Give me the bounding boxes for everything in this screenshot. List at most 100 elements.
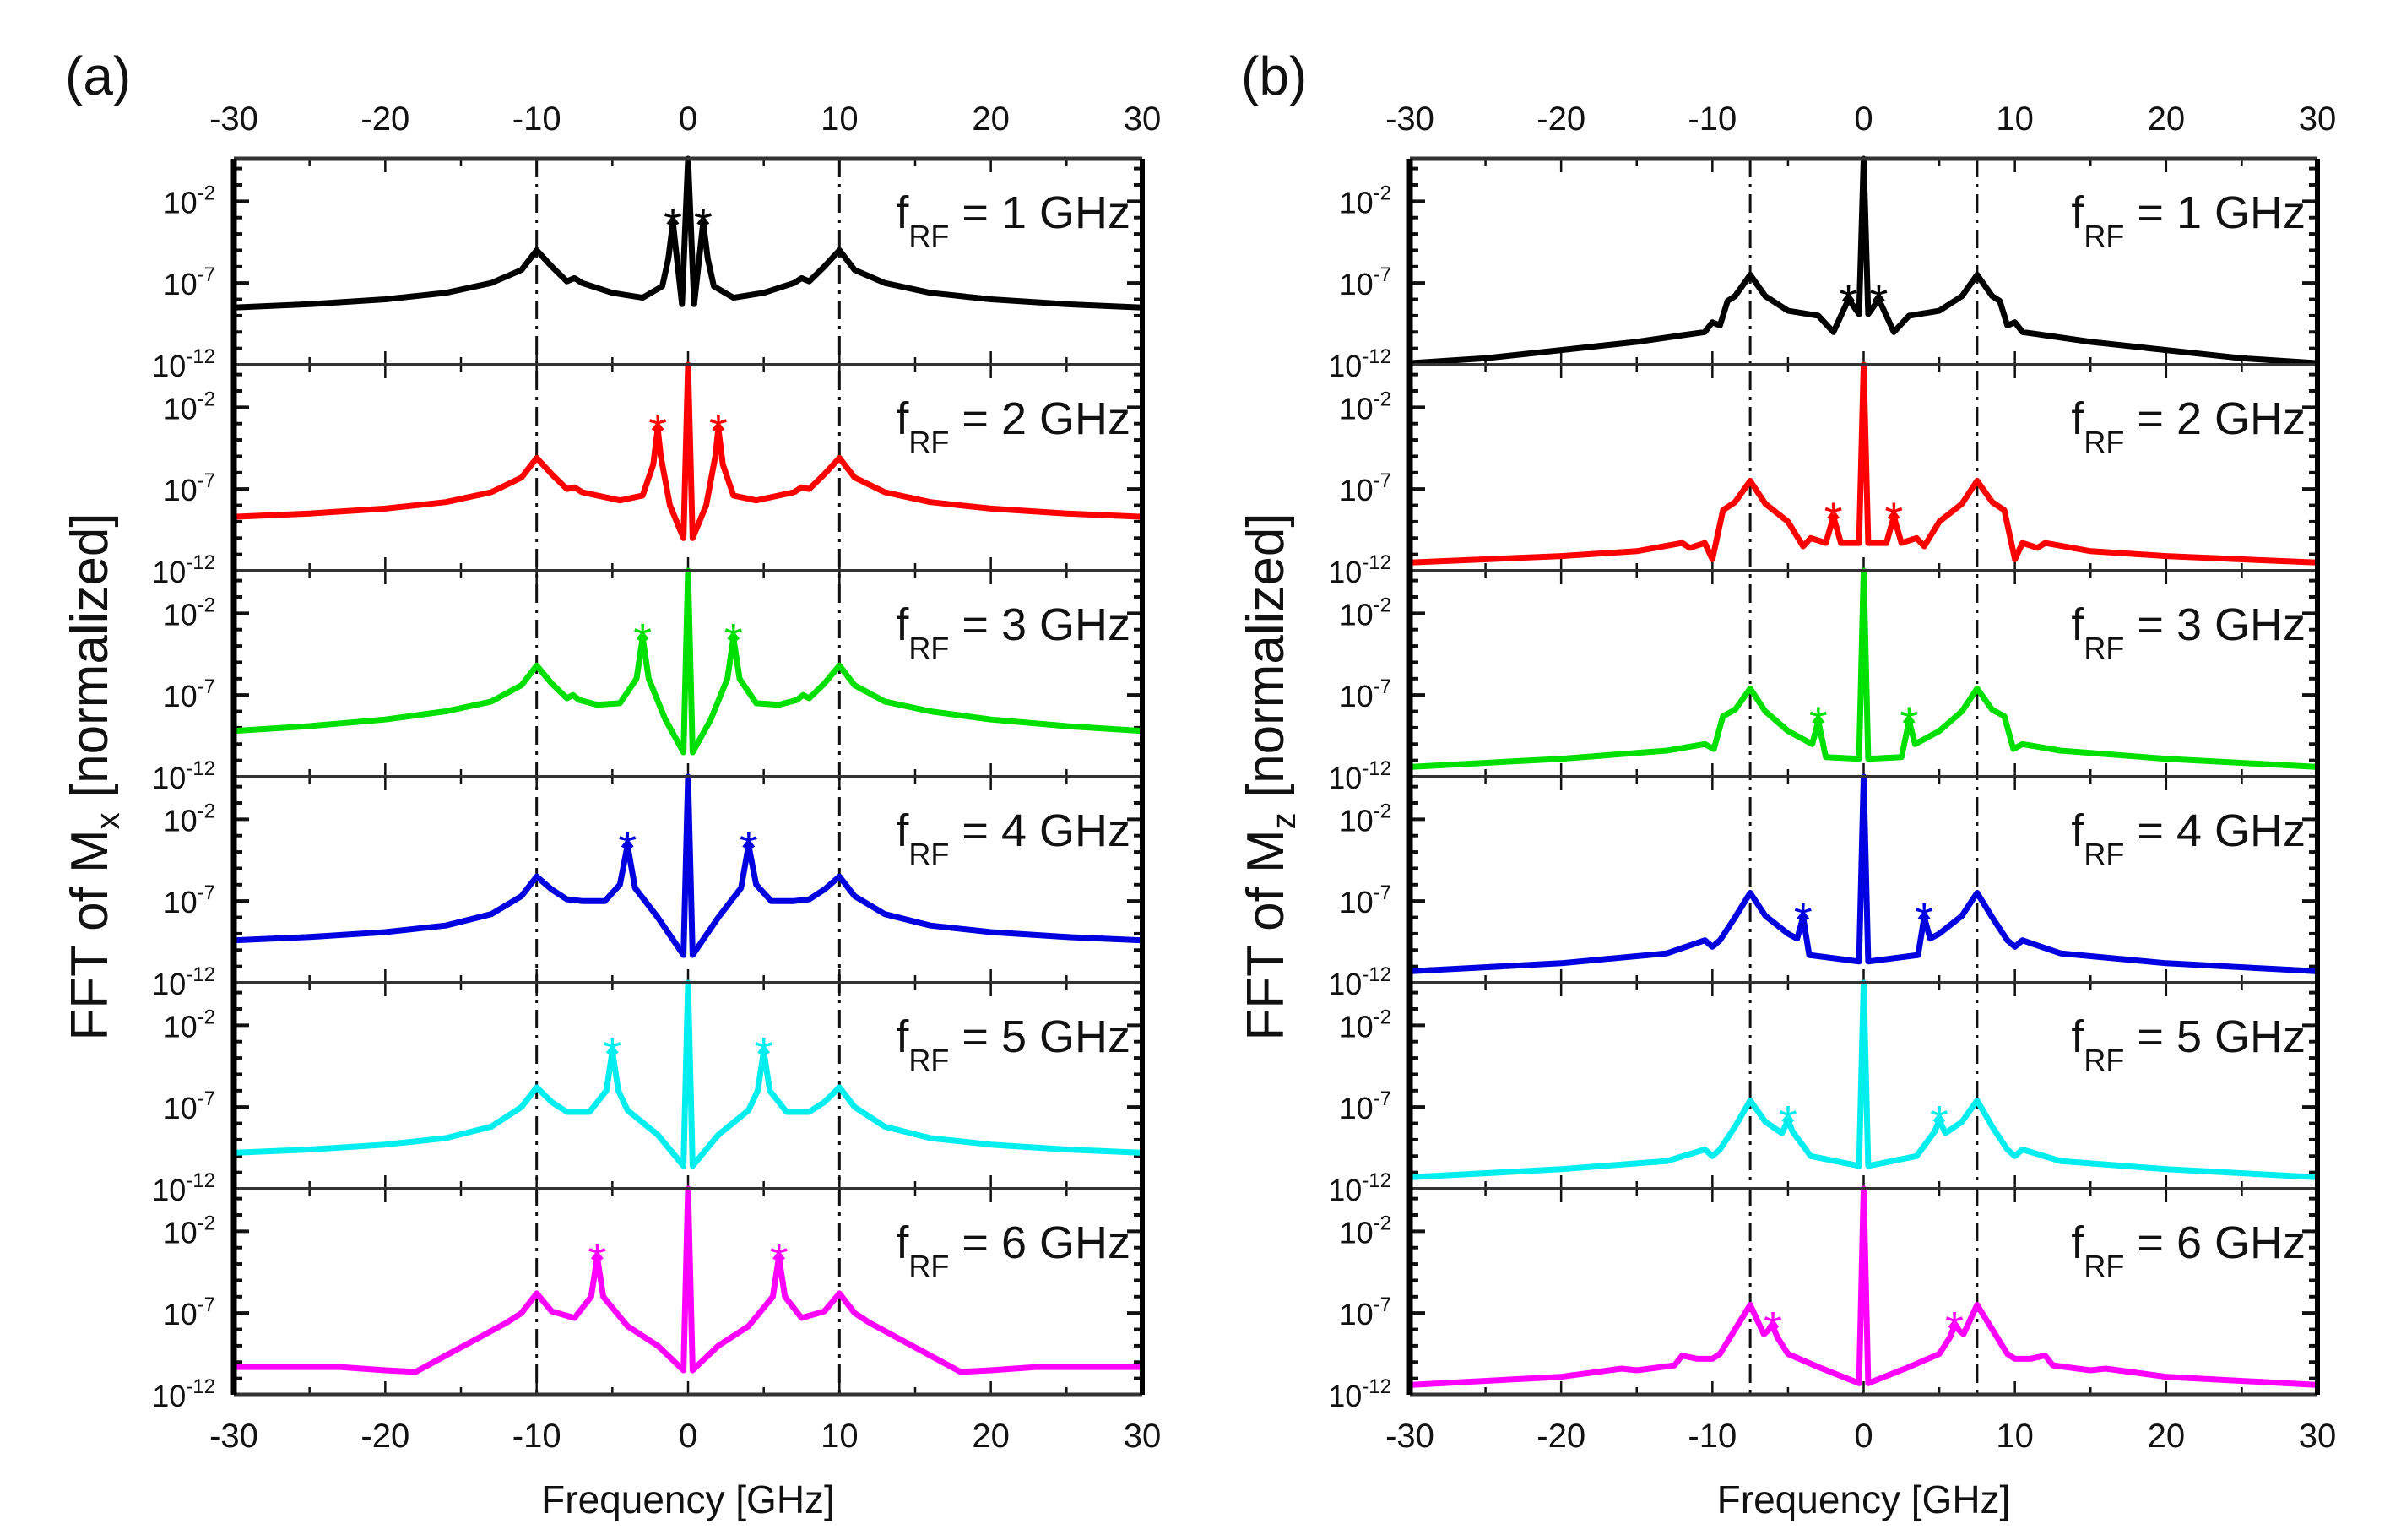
- bottom-x-tick-label: -20: [360, 1418, 409, 1455]
- series-label: fRF = 5 GHz: [896, 1011, 1130, 1077]
- y-tick-base: 10: [152, 555, 186, 589]
- y-tick-base: 10: [164, 1297, 198, 1331]
- y-tick-base: 10: [1340, 1091, 1374, 1125]
- series-label-value: = 3 GHz: [2124, 599, 2306, 650]
- y-tick-label: 10-2: [1340, 182, 1391, 220]
- y-tick-base: 10: [1328, 761, 1362, 795]
- y-tick-label: 10-12: [152, 551, 215, 589]
- y-tick-label: 10-7: [1340, 1087, 1391, 1125]
- series-line: [233, 773, 1143, 958]
- y-tick-exponent: -7: [198, 469, 215, 492]
- star-marker: *: [1930, 1096, 1948, 1149]
- y-tick-base: 10: [152, 349, 186, 383]
- y-tick-base: 10: [1328, 1379, 1362, 1413]
- y-tick-base: 10: [164, 679, 198, 713]
- series-label-sub: RF: [2084, 631, 2124, 665]
- star-marker: *: [694, 198, 713, 252]
- top-x-tick-label: -10: [1688, 100, 1737, 138]
- top-x-tick-label: 20: [2148, 100, 2186, 138]
- panel-a: (a)FFT of Mx [normalized]-30-30-20-20-10…: [61, 46, 1161, 1521]
- y-tick-exponent: -2: [1374, 388, 1391, 410]
- series-label: fRF = 3 GHz: [2071, 599, 2306, 665]
- series-label-value: = 4 GHz: [949, 805, 1130, 856]
- y-tick-base: 10: [164, 1009, 198, 1044]
- y-tick-exponent: -7: [1374, 881, 1391, 904]
- y-tick-exponent: -7: [1374, 263, 1391, 286]
- y-tick-label: 10-2: [164, 1006, 215, 1044]
- series-label-value: = 6 GHz: [2124, 1217, 2306, 1268]
- top-x-tick-label: -10: [512, 100, 561, 138]
- y-tick-exponent: -12: [1362, 345, 1391, 368]
- y-tick-label: 10-7: [164, 263, 215, 301]
- star-marker: *: [1900, 697, 1918, 750]
- y-tick-exponent: -12: [186, 1375, 215, 1398]
- y-tick-label: 10-2: [1340, 1006, 1391, 1044]
- series-label-prefix: f: [2071, 1217, 2084, 1268]
- y-tick-base: 10: [1340, 679, 1374, 713]
- y-tick-exponent: -7: [198, 1087, 215, 1110]
- series-label-prefix: f: [2071, 1011, 2084, 1062]
- y-tick-exponent: -7: [198, 881, 215, 904]
- series-label: fRF = 1 GHz: [896, 187, 1130, 253]
- y-tick-base: 10: [164, 473, 198, 507]
- series-label: fRF = 4 GHz: [2071, 805, 2306, 871]
- series-label-sub: RF: [908, 425, 949, 459]
- series-label-sub: RF: [2084, 425, 2124, 459]
- series-label-prefix: f: [896, 1011, 909, 1062]
- y-tick-label: 10-7: [164, 1087, 215, 1125]
- y-tick-base: 10: [152, 967, 186, 1001]
- y-tick-exponent: -2: [198, 182, 215, 204]
- y-tick-label: 10-12: [152, 1169, 215, 1207]
- y-tick-base: 10: [1340, 267, 1374, 301]
- top-x-tick-label: 0: [679, 100, 697, 138]
- y-tick-label: 10-7: [1340, 881, 1391, 919]
- bottom-x-tick-label: -10: [512, 1418, 561, 1455]
- bottom-x-tick-label: 30: [2299, 1418, 2337, 1455]
- y-tick-label: 10-2: [164, 182, 215, 220]
- y-tick-exponent: -2: [1374, 594, 1391, 616]
- y-tick-label: 10-2: [1340, 800, 1391, 838]
- series-label-sub: RF: [2084, 219, 2124, 253]
- series-label-prefix: f: [896, 393, 909, 444]
- y-tick-base: 10: [1340, 185, 1374, 220]
- star-marker: *: [770, 1233, 789, 1286]
- y-tick-label: 10-2: [164, 1212, 215, 1250]
- y-tick-label: 10-12: [152, 963, 215, 1001]
- star-marker: *: [1779, 1096, 1797, 1149]
- y-tick-label: 10-12: [152, 757, 215, 795]
- series-label-value: = 4 GHz: [2124, 805, 2306, 856]
- y-tick-base: 10: [164, 1091, 198, 1125]
- y-tick-base: 10: [1340, 1009, 1374, 1044]
- series-line: [233, 567, 1143, 756]
- y-tick-exponent: -7: [1374, 469, 1391, 492]
- y-tick-label: 10-7: [1340, 469, 1391, 507]
- y-tick-base: 10: [152, 761, 186, 795]
- star-marker: *: [1915, 893, 1933, 946]
- y-tick-base: 10: [1340, 803, 1374, 838]
- bottom-x-tick-label: 10: [821, 1418, 859, 1455]
- y-tick-label: 10-7: [1340, 263, 1391, 301]
- y-tick-exponent: -2: [1374, 800, 1391, 822]
- series-label-prefix: f: [896, 599, 909, 650]
- y-tick-exponent: -12: [186, 345, 215, 368]
- series-label-prefix: f: [2071, 599, 2084, 650]
- star-marker: *: [740, 821, 758, 874]
- series-line: [234, 1185, 1142, 1375]
- y-tick-base: 10: [164, 185, 198, 220]
- top-x-tick-label: -30: [1385, 100, 1434, 138]
- bottom-x-tick-label: 20: [972, 1418, 1010, 1455]
- y-tick-exponent: -2: [198, 594, 215, 616]
- y-tick-label: 10-12: [1328, 963, 1391, 1001]
- y-tick-exponent: -7: [1374, 1087, 1391, 1110]
- y-tick-label: 10-2: [164, 800, 215, 838]
- y-tick-label: 10-2: [1340, 1212, 1391, 1250]
- y-tick-base: 10: [1328, 1173, 1362, 1207]
- star-marker: *: [633, 613, 652, 666]
- y-tick-base: 10: [1340, 391, 1374, 426]
- y-tick-base: 10: [152, 1379, 186, 1413]
- bottom-x-tick-label: -30: [1385, 1418, 1434, 1455]
